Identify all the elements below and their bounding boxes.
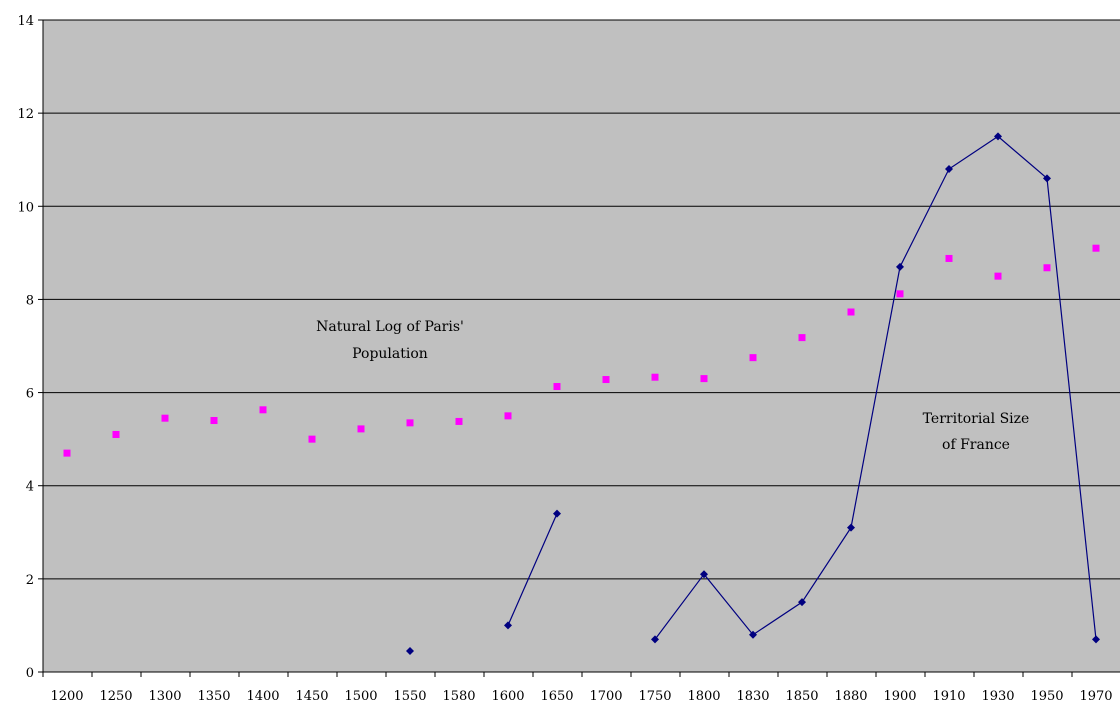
annotation-population-line-2: Population (352, 346, 428, 362)
y-tick-label: 10 (17, 200, 34, 215)
x-tick-label: 1700 (589, 689, 622, 704)
population-point (553, 383, 561, 391)
population-point (700, 375, 708, 383)
x-tick-label: 1880 (834, 689, 867, 704)
y-tick-label: 2 (26, 573, 34, 588)
territory-point (651, 635, 659, 644)
territory-line-segment (654, 135, 1097, 640)
y-tick-label: 0 (26, 666, 34, 681)
x-tick-label: 1300 (148, 689, 181, 704)
population-point (259, 406, 267, 414)
population-point (847, 308, 855, 316)
x-tick-label: 1650 (540, 689, 573, 704)
plot-area (43, 20, 1120, 672)
gridlines (43, 19, 1120, 580)
population-point (406, 419, 414, 427)
x-tick-label: 1400 (246, 689, 279, 704)
population-point (161, 414, 169, 422)
annotation-territory-line-2: of France (942, 437, 1010, 453)
population-point (749, 354, 757, 362)
territory-point (749, 630, 757, 639)
population-point (651, 373, 659, 381)
population-point (896, 290, 904, 298)
y-tick-label: 14 (17, 14, 34, 29)
territory-point (1092, 635, 1100, 644)
population-point (602, 376, 610, 384)
x-tick-label: 1850 (785, 689, 818, 704)
territory-line-segment (507, 513, 558, 626)
x-tick-label: 1910 (932, 689, 965, 704)
territory-point (945, 165, 953, 174)
territory-point (896, 262, 904, 271)
x-tick-label: 1500 (344, 689, 377, 704)
y-tick-label: 4 (26, 480, 34, 495)
series-population (63, 244, 1100, 457)
x-tick-label: 1750 (638, 689, 671, 704)
territory-point (406, 647, 414, 656)
y-tick-labels: 0 2 4 6 8 10 12 14 (17, 14, 34, 681)
population-point (455, 417, 463, 425)
territory-point (847, 523, 855, 532)
y-tick-label: 12 (17, 107, 34, 122)
x-tick-label: 1830 (736, 689, 769, 704)
x-tick-label: 1350 (197, 689, 230, 704)
population-point (210, 417, 218, 425)
x-tick-label: 1600 (491, 689, 524, 704)
population-point (63, 449, 71, 457)
x-tick-label: 1950 (1030, 689, 1063, 704)
x-tick-label: 1200 (50, 689, 83, 704)
x-tick-label: 1900 (883, 689, 916, 704)
population-point (308, 435, 316, 443)
population-point (1043, 264, 1051, 272)
x-tick-label: 1550 (393, 689, 426, 704)
population-point (112, 430, 120, 438)
x-tick-label: 1930 (981, 689, 1014, 704)
population-point (994, 272, 1002, 280)
population-point (798, 334, 806, 342)
y-tick-label: 8 (26, 293, 34, 308)
x-tick-label: 1580 (442, 689, 475, 704)
territory-point (553, 509, 561, 518)
x-tick-label: 1800 (687, 689, 720, 704)
axes (38, 19, 1120, 677)
territory-point (994, 132, 1002, 141)
series-territory (406, 132, 1100, 656)
territory-point (700, 570, 708, 579)
annotation-population-line-1: Natural Log of Paris' (316, 319, 464, 335)
x-tick-label: 1450 (295, 689, 328, 704)
territory-point (504, 621, 512, 630)
territory-point (1043, 174, 1051, 183)
population-point (357, 425, 365, 433)
x-tick-label: 1970 (1079, 689, 1112, 704)
annotation-territory-line-1: Territorial Size (923, 411, 1030, 427)
y-tick-label: 6 (26, 387, 34, 402)
x-tick-label: 1250 (99, 689, 132, 704)
territory-point (798, 598, 806, 607)
population-point (504, 412, 512, 420)
population-point (945, 254, 953, 262)
x-tick-labels: 1200 1250 1300 1350 1400 1450 1500 1550 1580 1600… (50, 689, 1112, 704)
population-point (1092, 244, 1100, 252)
